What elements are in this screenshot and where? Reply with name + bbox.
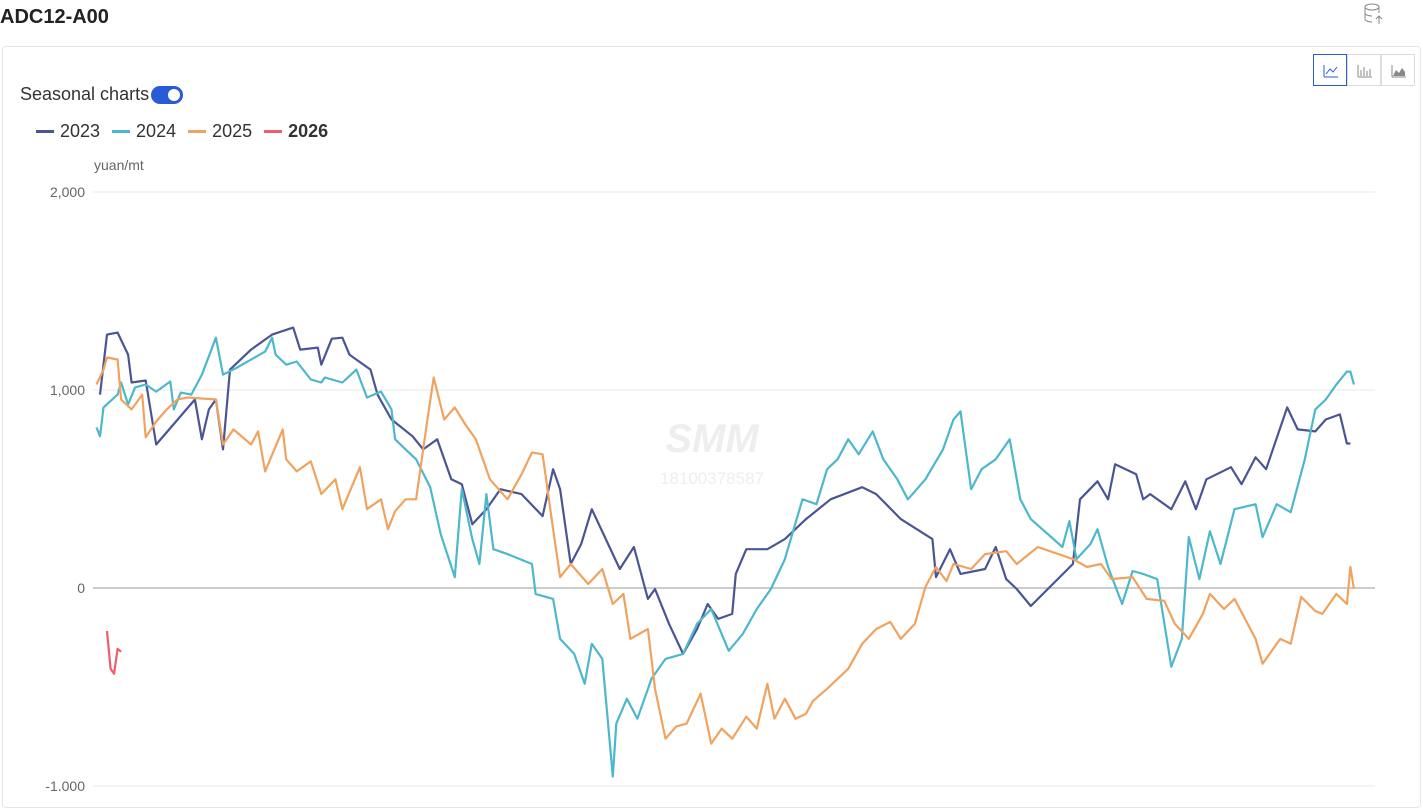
y-tick-label: -1,000 <box>45 778 85 791</box>
chart: yuan/mt SMM 18100378587 -1,000 0 1,000 2,00… <box>45 157 1375 791</box>
legend-label: 2025 <box>212 121 253 141</box>
legend-label: 2026 <box>288 121 329 141</box>
series-line <box>95 336 1355 778</box>
legend-item[interactable]: 2023 <box>36 121 100 142</box>
switch[interactable] <box>151 85 184 104</box>
y-tick-label: 1,000 <box>50 382 85 398</box>
legend-item[interactable]: 2026 <box>264 121 328 142</box>
legend: 2023 2024 2025 2026 <box>36 121 328 142</box>
y-tick-label: 0 <box>77 580 85 596</box>
legend-swatch <box>264 130 283 133</box>
chart-type-buttons <box>1313 54 1415 86</box>
watermark-phone: 18100378587 <box>660 469 764 488</box>
export-icon[interactable] <box>1362 2 1386 26</box>
line-button[interactable] <box>1313 54 1347 86</box>
area-button[interactable] <box>1381 54 1415 86</box>
legend-item[interactable]: 2024 <box>112 121 176 142</box>
y-tick-label: 2,000 <box>50 184 85 200</box>
y-axis-label: yuan/mt <box>94 157 144 173</box>
watermark-brand: SMM <box>665 417 760 461</box>
legend-swatch <box>112 130 131 133</box>
series-line <box>98 326 1351 655</box>
legend-label: 2023 <box>60 121 101 141</box>
page-title: ADC12-A00 <box>0 6 109 28</box>
legend-label: 2024 <box>136 121 177 141</box>
bar-button[interactable] <box>1347 54 1381 86</box>
toggle-label: Seasonal charts <box>20 84 150 104</box>
legend-item[interactable]: 2025 <box>188 121 252 142</box>
series-line <box>95 356 1355 745</box>
series-line <box>105 630 122 675</box>
legend-swatch <box>36 130 54 133</box>
legend-swatch <box>188 130 207 133</box>
seasonal-toggle[interactable]: Seasonal charts <box>20 84 184 105</box>
